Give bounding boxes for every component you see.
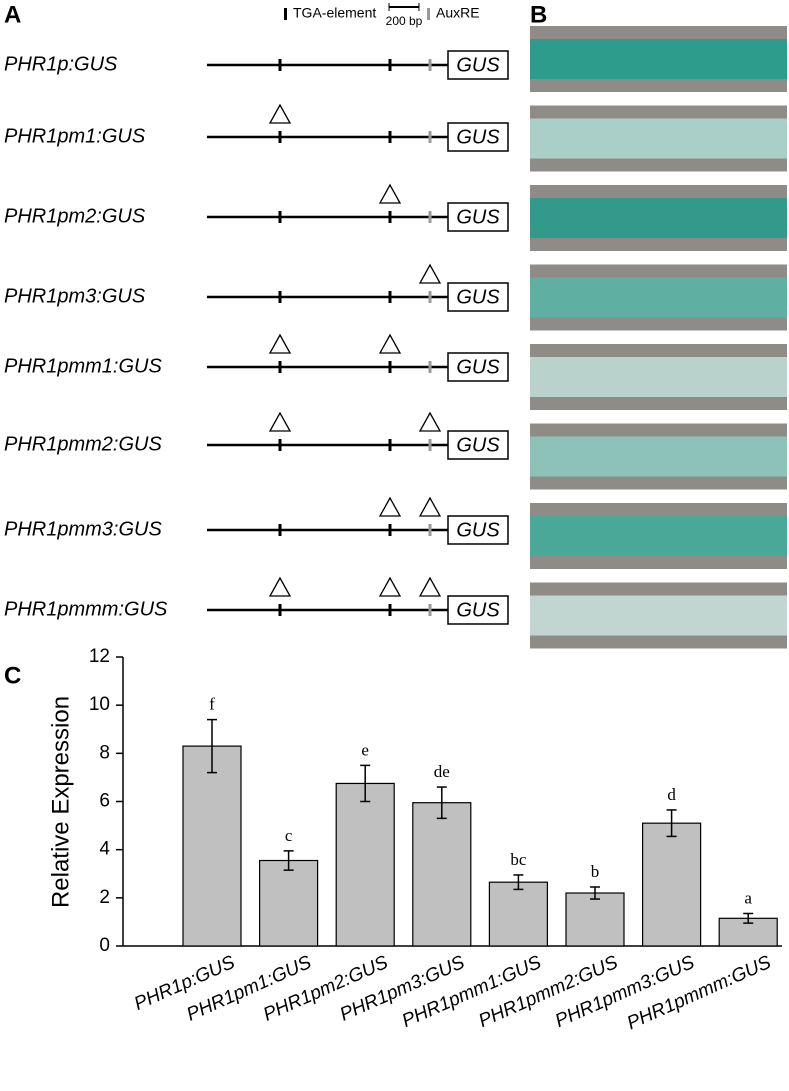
y-tick-label: 6	[99, 791, 110, 812]
legend-swatch	[427, 8, 430, 20]
mutation-triangle	[418, 576, 442, 597]
error-bar	[743, 912, 754, 924]
root-image	[530, 39, 787, 79]
gus-label: GUS	[456, 356, 500, 378]
root-image	[530, 198, 787, 238]
gus-label: GUS	[456, 286, 500, 308]
construct-label: PHR1pm1:GUS	[4, 125, 146, 147]
panel-letter: A	[4, 1, 21, 28]
error-bar	[360, 764, 371, 803]
y-tick-label: 2	[99, 887, 110, 908]
y-tick-label: 10	[89, 694, 110, 715]
significance-letter: b	[591, 862, 600, 881]
mutation-triangle	[378, 183, 402, 204]
bar	[565, 892, 625, 947]
error-bar	[590, 886, 600, 900]
gus-box	[447, 122, 509, 152]
bar	[259, 859, 319, 947]
significance-letter: d	[667, 785, 676, 804]
gus-label: GUS	[456, 519, 500, 541]
y-tick-label: 8	[99, 742, 110, 763]
mutation-triangle	[418, 263, 442, 284]
error-bar	[513, 874, 524, 891]
gus-label: GUS	[456, 599, 500, 621]
significance-letter: c	[285, 826, 293, 845]
gus-label: GUS	[456, 126, 500, 148]
mutation-triangle	[418, 496, 442, 517]
gus-box	[447, 430, 509, 460]
panel-letter: C	[4, 662, 21, 689]
root-image	[530, 277, 787, 318]
error-bar	[666, 809, 677, 838]
bar	[335, 782, 395, 947]
significance-letter: f	[209, 695, 215, 714]
panel-letter: B	[530, 1, 547, 28]
gus-box	[447, 595, 509, 625]
y-tick-label: 4	[99, 839, 110, 860]
gus-box	[447, 202, 509, 232]
construct-label: PHR1p:GUS	[4, 53, 118, 75]
gus-box	[447, 515, 509, 545]
error-bar	[283, 850, 294, 871]
root-image	[530, 436, 787, 477]
error-bar	[436, 786, 447, 820]
mutation-triangle	[268, 333, 292, 354]
bar	[641, 822, 702, 947]
legend-text: AuxRE	[436, 5, 480, 21]
bar	[412, 802, 472, 947]
bar	[182, 745, 242, 947]
gus-box	[447, 352, 509, 382]
construct-label: PHR1pmm2:GUS	[4, 433, 162, 455]
bar	[488, 881, 548, 947]
mutation-triangle	[268, 411, 292, 432]
gus-box	[447, 50, 509, 80]
root-image	[530, 118, 787, 159]
mutation-triangle	[268, 576, 292, 597]
root-image	[530, 595, 787, 636]
root-image	[530, 516, 787, 556]
scale-label: 200 bp	[386, 14, 423, 28]
significance-letter: a	[744, 888, 752, 907]
significance-letter: bc	[510, 850, 527, 869]
y-axis-label: Relative Expression	[47, 696, 74, 908]
root-image	[530, 357, 787, 397]
legend-text: TGA-element	[293, 5, 376, 21]
mutation-triangle	[418, 411, 442, 432]
construct-label: PHR1pmm3:GUS	[4, 518, 162, 540]
construct-label: PHR1pm2:GUS	[4, 205, 146, 227]
y-tick-label: 12	[89, 646, 110, 667]
construct-label: PHR1pmm1:GUS	[4, 355, 162, 377]
significance-letter: de	[434, 762, 450, 781]
construct-label: PHR1pmmm:GUS	[4, 598, 168, 620]
y-tick-label: 0	[99, 935, 110, 956]
construct-label: PHR1pm3:GUS	[4, 285, 146, 307]
mutation-triangle	[378, 576, 402, 597]
gus-label: GUS	[456, 206, 500, 228]
mutation-triangle	[378, 333, 402, 354]
gus-box	[447, 282, 509, 312]
mutation-triangle	[378, 496, 402, 517]
gus-label: GUS	[456, 434, 500, 456]
legend-swatch	[284, 8, 287, 20]
error-bar	[207, 718, 217, 774]
significance-letter: e	[361, 740, 369, 759]
gus-label: GUS	[456, 54, 500, 76]
mutation-triangle	[268, 103, 292, 124]
